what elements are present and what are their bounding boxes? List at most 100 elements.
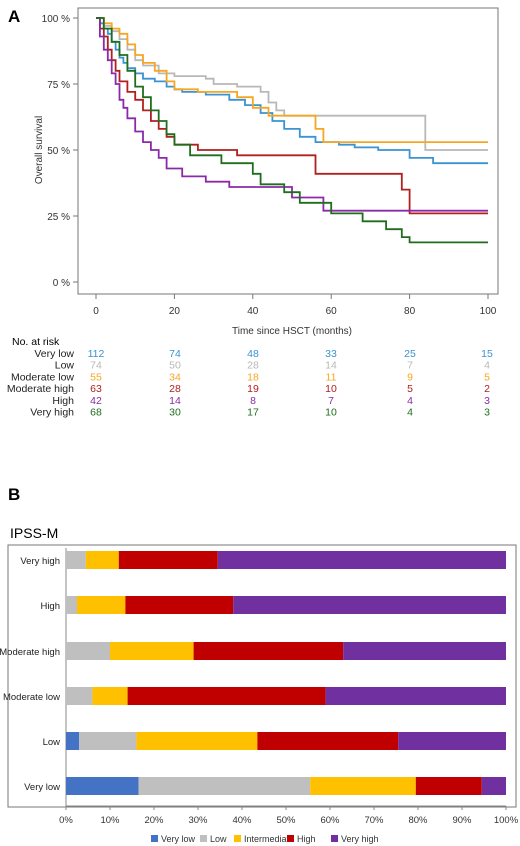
risk-count: 7 [407, 360, 413, 372]
risk-count: 14 [325, 360, 337, 372]
risk-count: 74 [169, 348, 181, 360]
y-tick-label: 50 % [47, 146, 70, 157]
legend-swatch [287, 835, 294, 842]
bar-segment-high [127, 687, 326, 705]
risk-count: 4 [407, 407, 413, 419]
bar-segment-intermediate [77, 596, 126, 614]
bar-x-tick-label: 30% [188, 815, 208, 826]
bar-segment-high [415, 777, 482, 795]
legend-label: Very high [341, 834, 379, 844]
risk-count: 25 [404, 348, 416, 360]
legend-label: Very low [161, 834, 196, 844]
bar-segment-intermediate [310, 777, 416, 795]
bar-category-label: Very low [24, 782, 60, 793]
risk-row-label: Very high [30, 407, 74, 419]
survival-curve-very-high [96, 17, 488, 244]
bar-segment-high [257, 732, 399, 750]
bar-segment-intermediate [85, 551, 119, 569]
bar-segment-high [193, 642, 344, 660]
risk-count: 10 [325, 407, 337, 419]
risk-count: 68 [90, 407, 102, 419]
legend-label: Intermediate [244, 834, 294, 844]
bar-plot-frame [7, 544, 517, 808]
risk-count: 11 [326, 371, 337, 383]
bar-x-tick-label: 10% [100, 815, 120, 826]
survival-curve-high [96, 17, 488, 212]
bar-segment-intermediate [110, 642, 194, 660]
bar-chart-subtitle: IPSS-M [10, 525, 58, 541]
legend-swatch [200, 835, 207, 842]
bar-x-tick-label: 40% [232, 815, 252, 826]
risk-count: 9 [407, 371, 413, 383]
bar-segment-low [66, 596, 77, 614]
panel-b-label: B [8, 485, 20, 504]
risk-count: 4 [407, 395, 413, 407]
bar-x-tick-label: 80% [408, 815, 428, 826]
x-tick-label: 80 [404, 306, 416, 317]
x-tick-label: 40 [247, 306, 259, 317]
bar-x-tick-label: 0% [59, 815, 73, 826]
risk-count: 63 [90, 383, 102, 395]
risk-count: 15 [481, 348, 493, 360]
bar-category-label: Moderate low [3, 692, 60, 703]
risk-count: 14 [169, 395, 181, 407]
bar-segment-intermediate [136, 732, 258, 750]
risk-count: 50 [169, 360, 181, 372]
risk-count: 30 [169, 407, 181, 419]
bar-segment-low [66, 551, 86, 569]
legend-label: High [297, 834, 316, 844]
survival-curve-very-low [96, 17, 488, 165]
legend-swatch [234, 835, 241, 842]
risk-count: 4 [484, 360, 490, 372]
bar-segment-high [118, 551, 218, 569]
bar-x-tick-label: 20% [144, 815, 164, 826]
x-axis-label: Time since HSCT (months) [232, 326, 352, 337]
bar-category-label: Moderate high [0, 647, 60, 658]
risk-row-label: Moderate low [11, 371, 74, 383]
risk-row-label: Low [55, 360, 75, 372]
bar-segment-very-high [398, 732, 506, 750]
y-tick-label: 25 % [47, 212, 70, 223]
legend-swatch [151, 835, 158, 842]
risk-count: 2 [484, 383, 490, 395]
bar-x-tick-label: 90% [452, 815, 472, 826]
risk-count: 42 [90, 395, 102, 407]
bar-category-label: High [40, 601, 60, 612]
risk-count: 7 [328, 395, 334, 407]
bar-category-label: Low [43, 737, 61, 748]
risk-count: 33 [325, 348, 337, 360]
x-tick-label: 20 [169, 306, 181, 317]
risk-count: 3 [484, 407, 490, 419]
legend-swatch [331, 835, 338, 842]
bar-segment-low [79, 732, 137, 750]
bar-segment-very-low [66, 732, 80, 750]
risk-table-title: No. at risk [12, 336, 60, 348]
risk-row-label: Very low [34, 348, 74, 360]
risk-count: 10 [325, 383, 337, 395]
risk-count: 112 [88, 348, 105, 360]
bar-x-tick-label: 70% [364, 815, 384, 826]
survival-curve-moderate-low [96, 17, 488, 143]
bar-x-tick-label: 60% [320, 815, 340, 826]
risk-row-label: High [52, 395, 74, 407]
bar-segment-very-high [233, 596, 506, 614]
risk-count: 3 [484, 395, 490, 407]
bar-x-tick-label: 100% [494, 815, 519, 826]
survival-chart: 0 % 25 % 50 % 75 % 100 % 0 20 40 60 80 100 Overall … [34, 7, 499, 337]
risk-count: 17 [247, 407, 259, 419]
bar-category-label: Very high [20, 556, 60, 567]
panel-a-label: A [8, 7, 20, 26]
bar-segment-low [138, 777, 311, 795]
y-tick-label: 100 % [42, 14, 70, 25]
stacked-bar-chart: Very high High Moderate high Moderate low Lo… [0, 544, 519, 844]
bar-segment-low [66, 642, 110, 660]
risk-count: 5 [484, 371, 490, 383]
plot-frame [77, 7, 499, 295]
y-tick-label: 75 % [47, 80, 70, 91]
bar-segment-high [125, 596, 234, 614]
risk-count: 48 [247, 348, 259, 360]
risk-count: 28 [169, 383, 181, 395]
y-tick-label: 0 % [53, 278, 70, 289]
bar-segment-very-high [343, 642, 506, 660]
